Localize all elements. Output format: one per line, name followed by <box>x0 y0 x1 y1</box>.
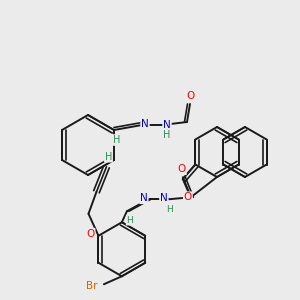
Text: H: H <box>113 135 121 145</box>
Text: N: N <box>160 193 168 203</box>
Text: H: H <box>167 205 173 214</box>
Text: O: O <box>187 91 195 101</box>
Text: H: H <box>105 152 112 162</box>
Text: O: O <box>178 164 186 174</box>
Text: Br: Br <box>86 281 98 291</box>
Text: H: H <box>163 130 171 140</box>
Text: N: N <box>140 193 148 203</box>
Text: H: H <box>127 216 133 225</box>
Text: O: O <box>184 192 192 202</box>
Text: O: O <box>86 229 94 239</box>
Text: N: N <box>141 119 149 129</box>
Text: N: N <box>163 120 171 130</box>
